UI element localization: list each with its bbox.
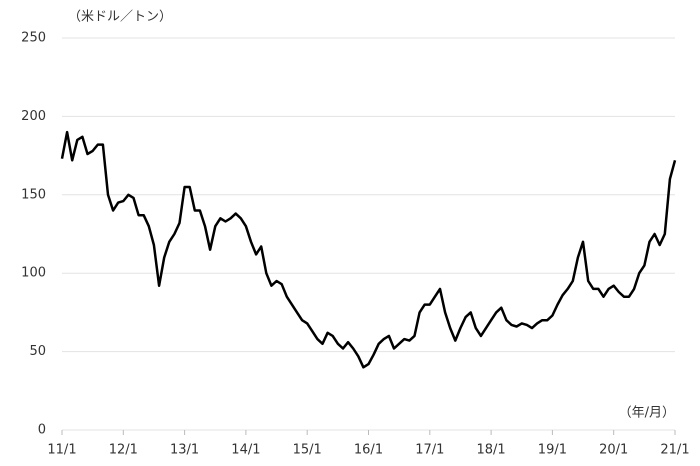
y-tick-label: 100 [21, 266, 46, 281]
x-tick-label: 17/1 [415, 443, 444, 458]
y-tick-label: 150 [21, 187, 46, 202]
x-axis-label: （年/月） [619, 406, 675, 421]
x-tick-label: 20/1 [599, 443, 628, 458]
x-tick-label: 12/1 [109, 443, 138, 458]
y-axis-label: （米ドル／トン） [68, 10, 172, 25]
x-tick-label: 15/1 [293, 443, 322, 458]
x-tick-label: 18/1 [476, 443, 505, 458]
price-line [60, 130, 677, 369]
x-tick-label: 11/1 [47, 443, 76, 458]
x-tick-label: 16/1 [354, 443, 383, 458]
x-tick-label: 19/1 [538, 443, 567, 458]
y-tick-label: 50 [29, 344, 46, 359]
x-tick-label: 14/1 [231, 443, 260, 458]
y-tick-label: 200 [21, 109, 46, 124]
x-tick-label: 13/1 [170, 443, 199, 458]
x-tick-label: 21/1 [660, 443, 689, 458]
y-tick-label: 250 [21, 31, 46, 46]
y-tick-label: 0 [38, 423, 46, 438]
